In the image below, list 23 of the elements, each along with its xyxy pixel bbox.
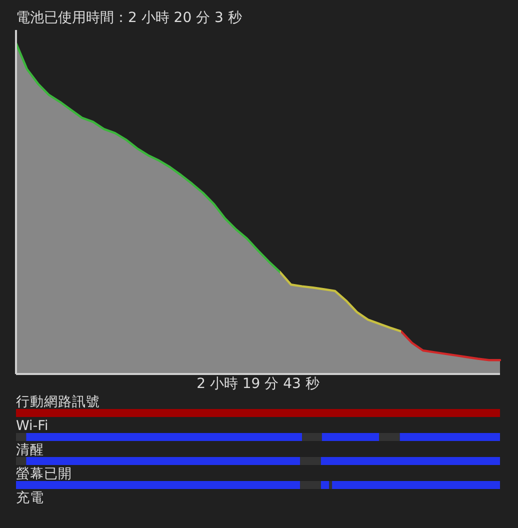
bar (322, 433, 379, 441)
x-axis-title: 2 小時 19 分 43 秒 (196, 376, 320, 392)
bar (400, 433, 500, 441)
chart-title: 電池已使用時間：2 小時 20 分 3 秒 (16, 10, 242, 26)
y-tick-label: 充電 (16, 490, 44, 506)
bar (329, 481, 332, 489)
bar (379, 433, 400, 441)
y-tick-label: 清醒 (16, 442, 44, 458)
y-tick-label: 螢幕已開 (16, 466, 72, 482)
bar (300, 481, 321, 489)
bar (16, 481, 300, 489)
bar (302, 433, 322, 441)
bar (16, 433, 26, 441)
y-tick-label: Wi-Fi (16, 418, 48, 434)
bar (320, 457, 500, 465)
bar (16, 409, 500, 417)
bar (320, 481, 330, 489)
y-tick-label: 行動網路訊號 (16, 394, 100, 410)
bar (300, 457, 321, 465)
bar (26, 457, 300, 465)
bar (26, 433, 302, 441)
bar (332, 481, 500, 489)
bar (16, 457, 26, 465)
